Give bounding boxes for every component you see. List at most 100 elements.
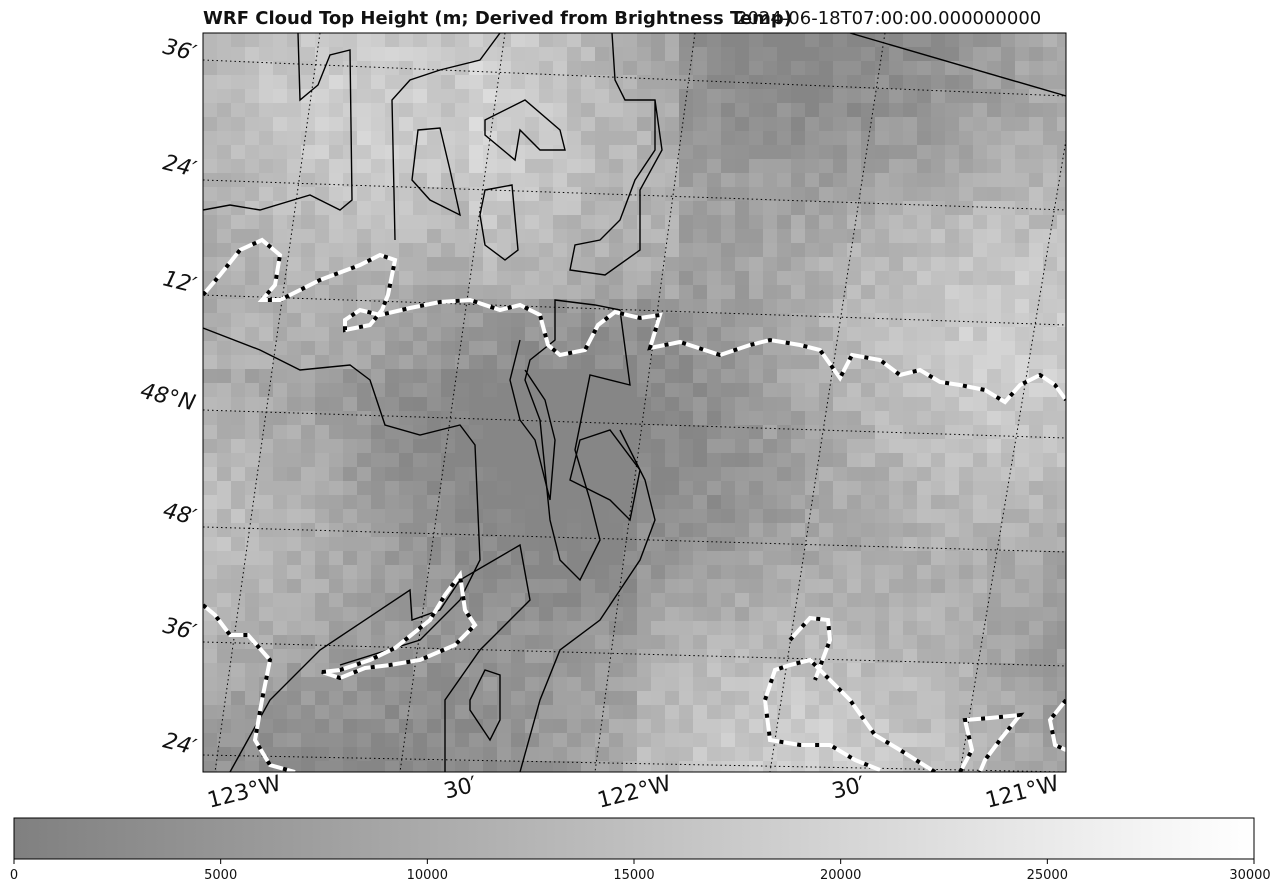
- raster-cell: [497, 327, 511, 341]
- raster-cell: [623, 663, 637, 677]
- raster-cell: [511, 145, 525, 159]
- raster-cell: [371, 327, 385, 341]
- raster-cell: [203, 243, 217, 257]
- raster-cell: [777, 327, 791, 341]
- raster-cell: [665, 369, 679, 383]
- raster-cell: [973, 89, 987, 103]
- raster-cell: [1001, 593, 1015, 607]
- raster-cell: [819, 117, 833, 131]
- raster-cell: [595, 145, 609, 159]
- raster-cell: [973, 341, 987, 355]
- raster-cell: [553, 355, 567, 369]
- raster-cell: [1001, 635, 1015, 649]
- raster-cell: [455, 327, 469, 341]
- raster-cell: [1043, 257, 1057, 271]
- raster-cell: [231, 369, 245, 383]
- raster-cell: [637, 369, 651, 383]
- raster-cell: [399, 201, 413, 215]
- raster-cell: [1043, 327, 1057, 341]
- raster-cell: [525, 593, 539, 607]
- raster-cell: [875, 229, 889, 243]
- raster-cell: [707, 89, 721, 103]
- raster-cell: [637, 75, 651, 89]
- raster-cell: [693, 89, 707, 103]
- raster-cell: [805, 229, 819, 243]
- raster-cell: [357, 761, 371, 772]
- raster-cell: [455, 47, 469, 61]
- raster-cell: [469, 173, 483, 187]
- raster-cell: [903, 145, 917, 159]
- raster-cell: [357, 467, 371, 481]
- raster-cell: [343, 481, 357, 495]
- raster-cell: [721, 33, 735, 47]
- raster-cell: [833, 649, 847, 663]
- raster-cell: [1057, 243, 1066, 257]
- raster-cell: [497, 439, 511, 453]
- raster-cell: [973, 495, 987, 509]
- raster-cell: [665, 411, 679, 425]
- raster-cell: [413, 159, 427, 173]
- raster-cell: [1029, 61, 1043, 75]
- raster-cell: [623, 229, 637, 243]
- raster-cell: [357, 397, 371, 411]
- raster-cell: [651, 719, 665, 733]
- raster-cell: [987, 593, 1001, 607]
- raster-cell: [455, 705, 469, 719]
- raster-cell: [973, 131, 987, 145]
- raster-cell: [315, 733, 329, 747]
- raster-cell: [889, 439, 903, 453]
- raster-cell: [553, 313, 567, 327]
- raster-cell: [1029, 677, 1043, 691]
- raster-cell: [805, 201, 819, 215]
- raster-cell: [427, 411, 441, 425]
- raster-cell: [707, 47, 721, 61]
- raster-cell: [497, 173, 511, 187]
- raster-cell: [917, 565, 931, 579]
- raster-cell: [973, 117, 987, 131]
- raster-cell: [441, 383, 455, 397]
- raster-cell: [217, 733, 231, 747]
- raster-cell: [511, 47, 525, 61]
- raster-cell: [889, 145, 903, 159]
- raster-cell: [245, 649, 259, 663]
- raster-cell: [819, 285, 833, 299]
- raster-cell: [889, 313, 903, 327]
- raster-cell: [259, 467, 273, 481]
- raster-cell: [301, 131, 315, 145]
- raster-cell: [707, 215, 721, 229]
- raster-cell: [693, 565, 707, 579]
- raster-cell: [651, 383, 665, 397]
- raster-cell: [763, 397, 777, 411]
- raster-cell: [637, 33, 651, 47]
- raster-cell: [749, 495, 763, 509]
- raster-cell: [259, 453, 273, 467]
- raster-cell: [217, 215, 231, 229]
- raster-cell: [665, 383, 679, 397]
- raster-cell: [707, 117, 721, 131]
- raster-cell: [623, 719, 637, 733]
- raster-cell: [735, 257, 749, 271]
- raster-cell: [217, 467, 231, 481]
- raster-cell: [413, 439, 427, 453]
- raster-cell: [749, 425, 763, 439]
- raster-cell: [917, 733, 931, 747]
- raster-cell: [441, 369, 455, 383]
- raster-cell: [539, 537, 553, 551]
- raster-cell: [595, 103, 609, 117]
- raster-cell: [735, 243, 749, 257]
- raster-cell: [1001, 243, 1015, 257]
- raster-cell: [903, 509, 917, 523]
- raster-cell: [315, 649, 329, 663]
- raster-cell: [441, 271, 455, 285]
- raster-cell: [287, 663, 301, 677]
- raster-cell: [1015, 285, 1029, 299]
- raster-cell: [931, 243, 945, 257]
- raster-cell: [889, 117, 903, 131]
- raster-cell: [735, 61, 749, 75]
- raster-cell: [819, 383, 833, 397]
- raster-cell: [497, 425, 511, 439]
- raster-cell: [567, 145, 581, 159]
- raster-cell: [511, 439, 525, 453]
- raster-cell: [861, 481, 875, 495]
- raster-cell: [973, 285, 987, 299]
